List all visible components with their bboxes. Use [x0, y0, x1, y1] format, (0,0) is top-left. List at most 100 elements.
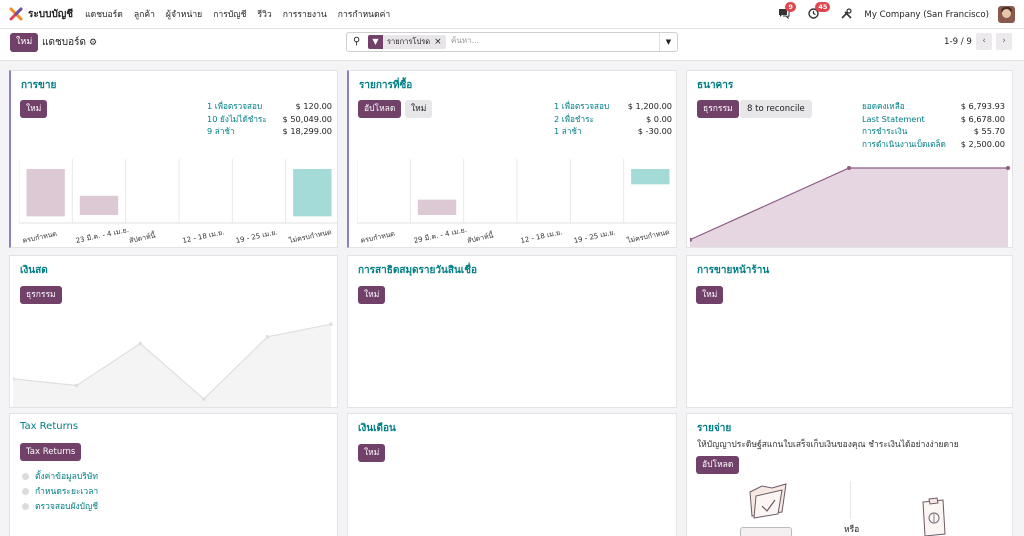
onboarding-step-label[interactable]: กำหนดระยะเวลา	[35, 487, 99, 497]
chart-x-tick-label: ไม่ครบกำหนด	[625, 227, 670, 245]
stat-row[interactable]: 9 ล่าช้า $ 18,299.00	[207, 125, 332, 138]
pager-next-icon[interactable]: ›	[996, 33, 1012, 50]
chart-point[interactable]	[138, 341, 142, 346]
pager-value[interactable]: 1-9 / 9	[944, 37, 972, 47]
stat-label[interactable]: การดำเนินงานเบ็ดเตล็ด	[862, 138, 946, 149]
bank-transactions-button[interactable]: ธุรกรรม	[697, 100, 739, 118]
purchase-new-button[interactable]: ใหม่	[405, 100, 433, 118]
sales-new-button[interactable]: ใหม่	[20, 100, 48, 118]
pos-journal-card: การขายหน้าร้าน ใหม่	[686, 255, 1013, 408]
chart-point[interactable]	[265, 335, 270, 339]
menu-customers[interactable]: ลูกค้า	[133, 10, 155, 20]
stat-label[interactable]: 2 เพื่อชำระ	[554, 113, 594, 124]
cash-transactions-button[interactable]: ธุรกรรม	[20, 286, 62, 304]
messages-icon[interactable]: 9	[778, 1, 796, 22]
stat-label[interactable]: 10 ยังไม่ได้ชำระ	[207, 113, 267, 124]
chart-point[interactable]	[202, 397, 206, 401]
stat-row[interactable]: 10 ยังไม่ได้ชำระ $ 50,049.00	[207, 113, 332, 126]
purchase-card-title[interactable]: รายการที่ซื้อ	[359, 80, 413, 91]
new-button[interactable]: ใหม่	[10, 33, 39, 52]
step-status-dot	[22, 472, 29, 480]
filter-facet[interactable]: ▼ รายการโปรด ×	[368, 35, 446, 49]
app-name[interactable]: ระบบบัญชี	[28, 8, 74, 20]
upload-receipt-placeholder[interactable]	[740, 527, 792, 536]
stat-label[interactable]: 1 ล่าช้า	[554, 126, 582, 136]
menu-configuration[interactable]: การกำหนดค่า	[337, 10, 391, 20]
chart-point[interactable]	[847, 166, 851, 170]
menu-reporting[interactable]: การรายงาน	[282, 10, 327, 20]
stat-label[interactable]: 1 เพื่อตรวจสอบ	[554, 101, 610, 111]
tax-card-title[interactable]: Tax Returns	[20, 421, 79, 432]
bank-card-title[interactable]: ธนาคาร	[697, 80, 734, 91]
credit-new-button[interactable]: ใหม่	[358, 286, 386, 304]
onboarding-step[interactable]: ตรวจสอบผังบัญชี	[22, 499, 98, 513]
stat-label[interactable]: Last Statement	[862, 113, 925, 124]
chart-area-fill	[690, 168, 1008, 247]
search-options-toggle[interactable]: ▼	[659, 33, 677, 51]
menu-vendors[interactable]: ผู้จำหน่าย	[165, 10, 203, 20]
chart-point[interactable]	[329, 322, 333, 326]
control-panel: ใหม่ แดชบอร์ด⚙ ⚲ ▼ รายการโปรด × ▼ 1-9 / …	[0, 29, 1024, 61]
stat-row[interactable]: Last Statement $ 6,678.00	[862, 113, 1005, 126]
filter-facet-label: รายการโปรด	[387, 37, 431, 46]
user-avatar[interactable]	[998, 6, 1015, 23]
chart-bar[interactable]	[631, 169, 670, 185]
chart-point[interactable]	[1006, 166, 1010, 170]
onboarding-step[interactable]: ตั้งค่าข้อมูลบริษัท	[22, 469, 98, 483]
debug-tools-icon[interactable]	[841, 7, 853, 22]
purchase-upload-button[interactable]: อัปโหลด	[358, 100, 402, 118]
menu-dashboard[interactable]: แดชบอร์ด	[85, 10, 123, 20]
stat-value: $ 6,793.93	[960, 101, 1005, 111]
search-bar: ⚲ ▼ รายการโปรด × ▼	[346, 32, 678, 52]
pos-card-title[interactable]: การขายหน้าร้าน	[697, 265, 770, 276]
expenses-description: ให้บัญญาประดิษฐ์สแกนใบเสร็จเก็บเงินของคุ…	[697, 440, 959, 450]
pager-prev-icon[interactable]: ‹	[976, 33, 992, 50]
stat-row[interactable]: การดำเนินงานเบ็ดเตล็ด $ 2,500.00	[862, 138, 1005, 151]
activity-clock-icon[interactable]: 45	[808, 1, 831, 22]
remove-facet-icon[interactable]: ×	[434, 37, 442, 47]
stat-label[interactable]: 9 ล่าช้า	[207, 126, 235, 136]
chart-point[interactable]	[690, 237, 692, 242]
onboarding-step-label[interactable]: ตั้งค่าข้อมูลบริษัท	[35, 472, 99, 482]
to-reconcile-button[interactable]: 8 to reconcile	[740, 100, 812, 118]
search-input[interactable]	[451, 36, 641, 45]
menu-review[interactable]: รีวิว	[257, 10, 272, 20]
menu-accounting[interactable]: การบัญชี	[213, 10, 247, 20]
expenses-upload-button[interactable]: อัปโหลด	[696, 456, 740, 474]
expenses-card-title[interactable]: รายจ่าย	[697, 423, 732, 434]
chart-bar[interactable]	[417, 199, 457, 215]
gear-icon[interactable]: ⚙	[88, 38, 98, 48]
app-logo-icon[interactable]	[9, 7, 23, 21]
purchase-aging-chart[interactable]: ครบกำหนด 29 มี.ค. - 4 เม.ย.สัปดาห์นี้ 12 -…	[357, 159, 677, 247]
chart-bar[interactable]	[79, 195, 119, 215]
cash-journal-card: เงินสด ธุรกรรม	[9, 255, 338, 408]
company-switcher[interactable]: My Company (San Francisco)	[864, 9, 989, 20]
chart-point[interactable]	[74, 383, 79, 388]
stat-label[interactable]: การชำระเงิน	[862, 126, 908, 136]
salary-card-title[interactable]: เงินเดือน	[358, 423, 396, 434]
salary-new-button[interactable]: ใหม่	[358, 444, 386, 462]
cash-card-title[interactable]: เงินสด	[20, 265, 48, 276]
sales-card-title[interactable]: การขาย	[21, 80, 57, 91]
chart-bar[interactable]	[26, 169, 65, 217]
stat-row[interactable]: 1 เพื่อตรวจสอบ $ 120.00	[207, 100, 332, 113]
sales-aging-chart[interactable]: ครบกำหนด 23 มี.ค. - 4 เม.ย.สัปดาห์นี้ 12 -…	[19, 159, 338, 247]
expenses-card: รายจ่าย ให้บัญญาประดิษฐ์สแกนใบเสร็จเก็บเ…	[686, 413, 1013, 536]
stat-row[interactable]: ยอดคงเหลือ $ 6,793.93	[862, 100, 1005, 113]
pos-new-button[interactable]: ใหม่	[696, 286, 724, 304]
chart-bar[interactable]	[293, 169, 332, 217]
stat-row[interactable]: 1 เพื่อตรวจสอบ $ 1,200.00	[554, 100, 672, 113]
stat-label[interactable]: ยอดคงเหลือ	[862, 101, 905, 111]
onboarding-step-label[interactable]: ตรวจสอบผังบัญชี	[35, 502, 99, 512]
cash-balance-chart[interactable]	[13, 316, 337, 408]
stat-label[interactable]: 1 เพื่อตรวจสอบ	[207, 101, 263, 111]
onboarding-step[interactable]: กำหนดระยะเวลา	[22, 484, 98, 498]
stat-row[interactable]: 1 ล่าช้า $ -30.00	[554, 125, 672, 138]
credit-card-title[interactable]: การสาธิตสมุดรายวันสินเชื่อ	[358, 265, 477, 276]
chart-point[interactable]	[13, 377, 15, 381]
bank-balance-chart[interactable]	[690, 166, 1012, 248]
stat-row[interactable]: การชำระเงิน $ 55.70	[862, 125, 1005, 138]
stat-row[interactable]: 2 เพื่อชำระ $ 0.00	[554, 113, 672, 126]
tax-returns-button[interactable]: Tax Returns	[20, 443, 82, 461]
stat-value: $ 0.00	[645, 113, 672, 124]
